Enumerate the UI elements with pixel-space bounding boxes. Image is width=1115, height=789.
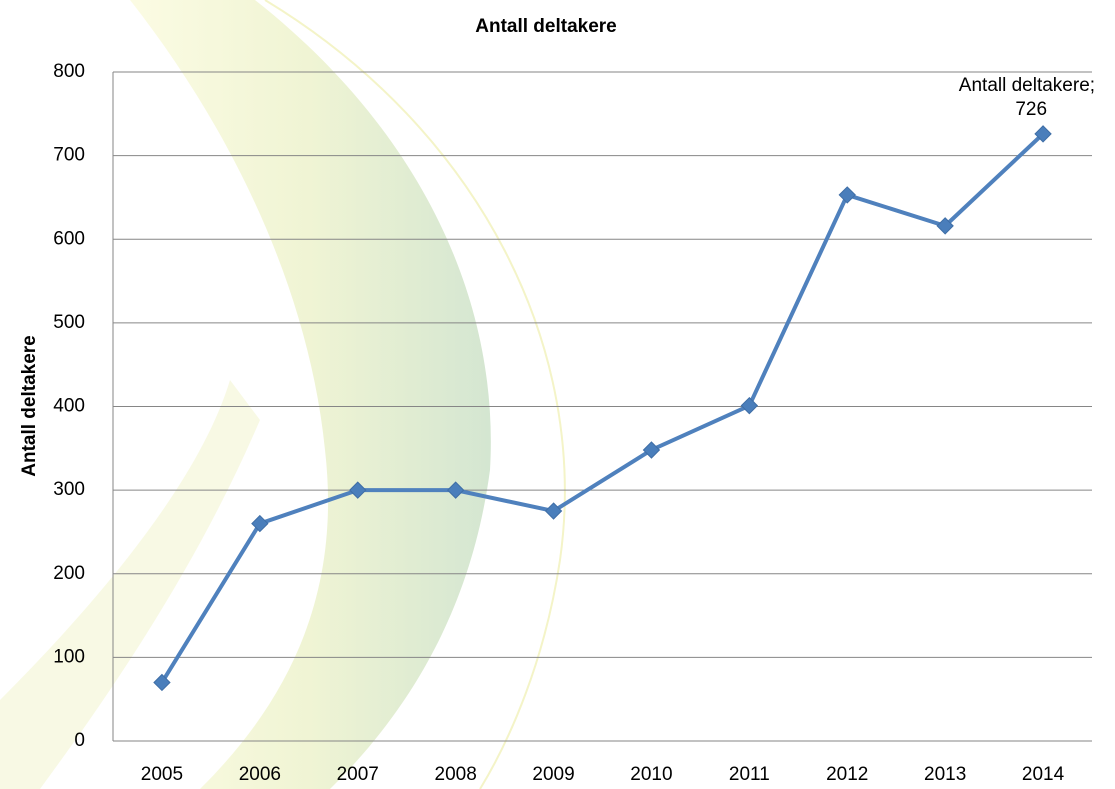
x-tick-label: 2006 [239,764,281,785]
x-tick-label: 2012 [826,764,868,785]
x-tick-label: 2008 [435,764,477,785]
x-tick-label: 2013 [924,764,966,785]
y-tick-label: 600 [53,228,85,249]
y-tick-label: 300 [53,479,85,500]
x-tick-label: 2011 [729,764,770,785]
data-label: Antall deltakere; 726 [959,75,1095,120]
y-tick-label: 200 [53,563,85,584]
y-tick-label: 800 [53,61,85,82]
y-tick-label: 0 [74,730,85,751]
y-tick-label: 500 [53,312,85,333]
marker [741,398,757,414]
x-tick-label: 2010 [630,764,672,785]
y-tick-label: 400 [53,396,85,417]
x-tick-label: 2014 [1022,764,1065,785]
y-axis-label: Antall deltakere [19,335,40,477]
y-tick-label: 100 [53,646,85,667]
background-decoration [0,0,565,789]
chart: Antall deltakere Antall deltakere 0 100 20… [0,0,1115,789]
chart-title: Antall deltakere [475,16,617,37]
marker [839,187,855,203]
x-tick-label: 2009 [532,764,574,785]
x-tick-label: 2007 [337,764,379,785]
y-tick-label: 700 [53,145,85,166]
x-tick-label: 2005 [141,764,183,785]
data-label-line: Antall deltakere; [959,75,1095,96]
data-label-line: 726 [1015,99,1047,120]
